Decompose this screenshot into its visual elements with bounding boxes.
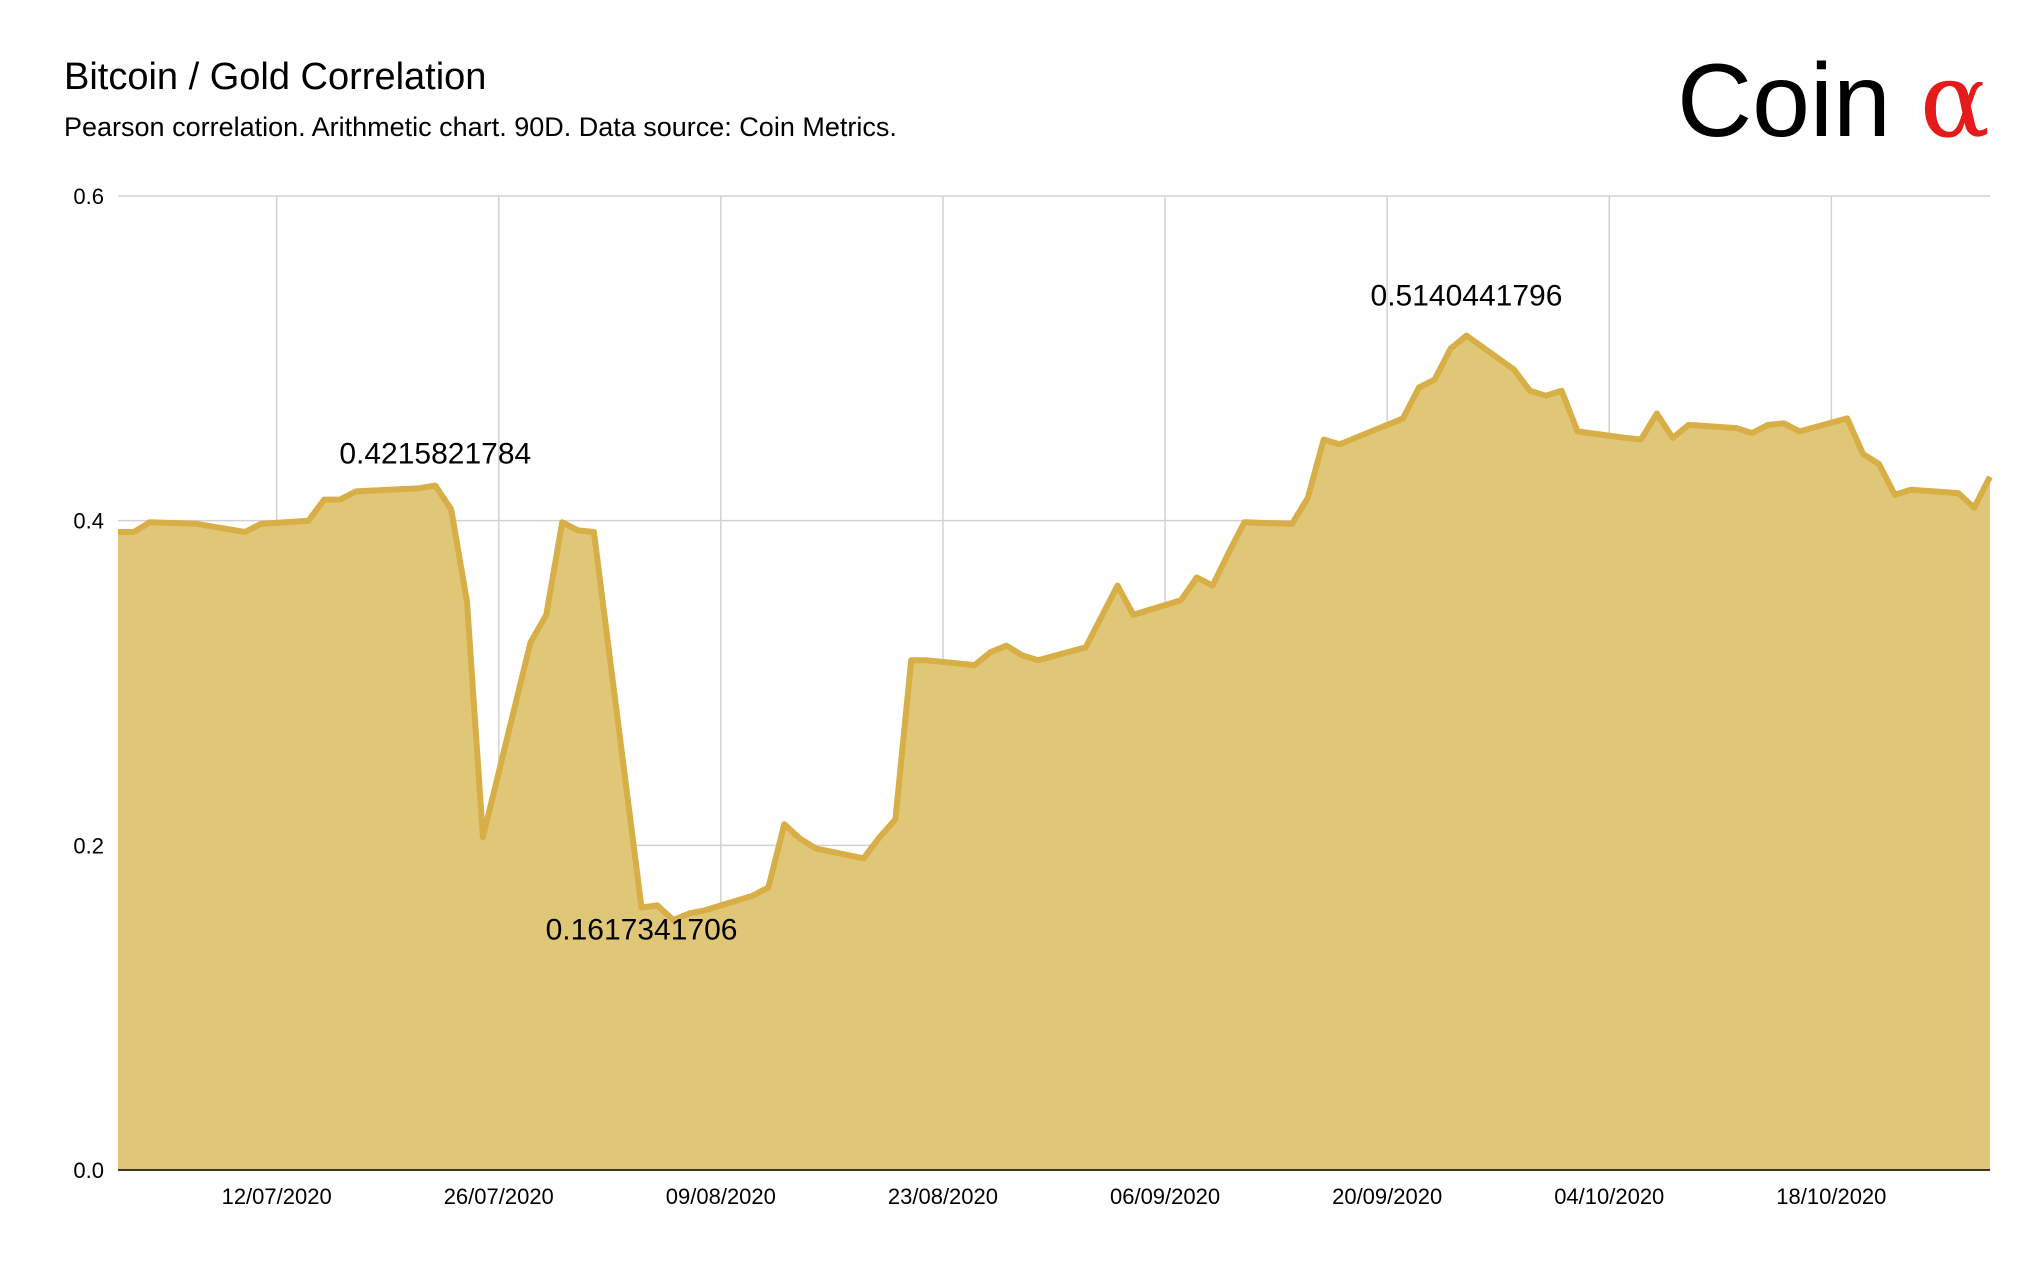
chart-title: Bitcoin / Gold Correlation xyxy=(64,56,487,98)
chart-annotations: 0.4215821784 0.1617341706 0.5140441796 xyxy=(339,280,1562,947)
y-tick-label: 0.0 xyxy=(73,1158,104,1183)
chart-subtitle: Pearson correlation. Arithmetic chart. 9… xyxy=(64,112,897,142)
alpha-icon: α xyxy=(1919,39,1990,161)
annotation-label: 0.1617341706 xyxy=(546,913,738,946)
x-tick-label: 12/07/2020 xyxy=(222,1184,332,1209)
y-tick-label: 0.2 xyxy=(73,833,104,858)
annotation-label: 0.4215821784 xyxy=(339,438,531,471)
chart-plot-area xyxy=(117,332,1993,1171)
correlation-line xyxy=(118,332,1993,923)
y-tick-label: 0.6 xyxy=(73,184,104,209)
x-tick-label: 18/10/2020 xyxy=(1776,1184,1886,1209)
x-tick-label: 04/10/2020 xyxy=(1554,1184,1664,1209)
x-tick-label: 20/09/2020 xyxy=(1332,1184,1442,1209)
annotation-label: 0.5140441796 xyxy=(1371,280,1563,313)
y-tick-label: 0.4 xyxy=(73,509,104,534)
x-tick-label: 23/08/2020 xyxy=(888,1184,998,1209)
logo-text: Coin xyxy=(1676,43,1891,159)
x-tick-label: 06/09/2020 xyxy=(1110,1184,1220,1209)
chart-axes: 0.0 0.2 0.4 0.6 12/07/2020 26/07/2020 09/08/20… xyxy=(73,184,1990,1209)
correlation-area xyxy=(118,335,1990,1171)
x-tick-label: 09/08/2020 xyxy=(666,1184,776,1209)
coin-alpha-logo: Coin α xyxy=(1677,48,1990,153)
x-tick-label: 26/07/2020 xyxy=(444,1184,554,1209)
